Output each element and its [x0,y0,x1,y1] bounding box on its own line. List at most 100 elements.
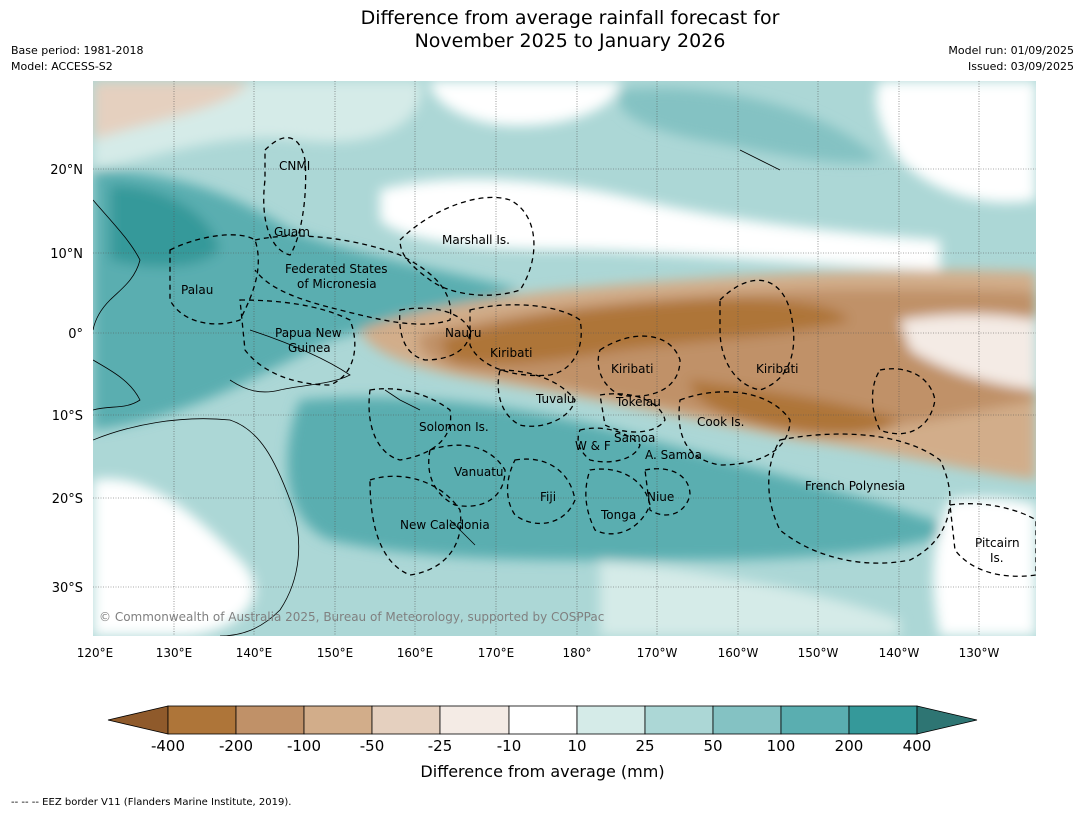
eez-niue [644,468,691,516]
colorbar-swatch [167,705,237,735]
issued-date: Issued: 03/09/2025 [967,60,1074,73]
north-central-neutral-patch [430,81,620,126]
lon-label-170e: 170°E [478,646,515,660]
eez-tonga [585,468,651,535]
colorbar-tick: 400 [902,737,932,755]
colorbar-swatch [848,705,918,735]
model-run: Model run: 01/09/2025 [948,44,1074,57]
colorbar-tick: 25 [635,737,655,755]
title-line-1: Difference from average rainfall forecas… [360,7,780,29]
lat-label-10n: 10°N [50,247,83,262]
lon-label-150w: 150°W [798,646,839,660]
label-tonga: Tonga [600,508,636,522]
label-nauru: Nauru [445,326,481,340]
colorbar-tick: -400 [150,737,186,755]
southwest-neutral-area [93,478,255,636]
label-cnmi: CNMI [279,159,310,173]
north-east-neutral-area [876,81,1036,203]
lon-label-140w: 140°W [879,646,920,660]
lat-label-equator: 0° [68,327,83,342]
lat-label-20s: 20°S [52,492,83,507]
lon-label-130w: 130°W [959,646,1000,660]
eez-footnote: -- -- -- EEZ border V11 (Flanders Marine… [11,797,292,808]
lat-label-20n: 20°N [50,163,83,178]
eez-png [239,299,356,386]
eez-fiji [506,458,576,525]
colorbar-swatch [644,705,714,735]
title-line-2: November 2025 to January 2026 [414,30,726,52]
eez-vanuatu [428,444,506,507]
new-caledonia-coast [449,519,476,546]
label-guam: Guam [274,225,310,239]
eez-kiribati-east [719,279,795,391]
colorbar-swatch [508,705,578,735]
equatorial-dry-core [440,299,850,365]
colorbar-tick: 50 [703,737,723,755]
solomon-islands-coast [384,389,421,411]
eez-tokelau [599,393,666,433]
australia-coast [93,418,300,636]
eez-palau [169,234,259,325]
label-kiribati-west: Kiribati [490,346,532,360]
lon-label-160e: 160°E [397,646,434,660]
north-west-dry-patch [93,81,250,140]
colorbar-right-arrow [916,705,978,735]
meta-left: Base period: 1981-2018 Model: ACCESS-S2 [11,43,143,75]
eez-fsm [254,235,452,325]
lon-label-180: 180° [563,646,592,660]
label-png-line2: Guinea [288,341,331,355]
eez-cnmi-guam [263,137,307,256]
lat-label-30s: 30°S [52,581,83,596]
model-name: Model: ACCESS-S2 [11,60,113,73]
label-palau: Palau [181,283,213,297]
new-guinea-coast [229,329,351,393]
label-png-line1: Papua New [275,326,342,340]
base-period: Base period: 1981-2018 [11,44,144,57]
hawaii-coast [739,149,781,171]
colorbar-tick: 200 [834,737,864,755]
colorbar-swatch [712,705,782,735]
cook-islands-dry-core [690,380,900,436]
label-fsm-line2: of Micronesia [297,277,377,291]
colorbar-tick: 10 [567,737,587,755]
label-kiribati-east: Kiribati [756,362,798,376]
label-new-caledonia: New Caledonia [400,518,490,532]
colorbar-tick: 100 [766,737,796,755]
label-tuvalu: Tuvalu [535,392,575,406]
label-kiribati-central: Kiribati [611,362,653,376]
label-american-samoa: A. Samoa [645,448,702,462]
copyright-text: © Commonwealth of Australia 2025, Bureau… [99,610,604,624]
eez-solomon-islands [368,388,452,461]
label-fsm-line1: Federated States [285,262,387,276]
colorbar-tick: -200 [218,737,254,755]
lon-label-170w: 170°W [637,646,678,660]
south-light-wet [600,560,900,636]
colorbar-swatch [576,705,646,735]
latitude-labels: 20°N 10°N 0° 10°S 20°S 30°S [50,163,83,596]
eez-kiribati-west [469,304,582,377]
colorbar-tick: -50 [359,737,385,755]
eez-line-islands [871,368,936,435]
meta-right: Model run: 01/09/2025 Issued: 03/09/2025 [948,43,1074,75]
lon-label-140e: 140°E [236,646,273,660]
philippines-coast [93,199,141,331]
eez-marshall-islands [399,196,535,296]
colorbar-swatch [780,705,850,735]
label-samoa: Samoa [614,431,655,445]
north-wet-patch [618,88,880,163]
lat-lon-grid [93,81,1036,636]
colorbar-tick: -100 [286,737,322,755]
lon-label-150e: 150°E [317,646,354,660]
colorbar-swatch [235,705,305,735]
eez-kiribati-central [597,335,681,397]
label-wallis-futuna: W & F [575,439,611,453]
southeast-neutral-area [933,497,1036,636]
label-solomon-islands: Solomon Is. [419,420,489,434]
rainfall-anomaly-field: © Commonwealth of Australia 2025, Bureau… [93,81,1036,636]
eez-borders [169,137,1036,577]
eez-tuvalu [497,369,576,427]
colorbar-label: Difference from average (mm) [420,762,665,781]
eez-cook-islands [678,391,791,466]
lon-label-130e: 130°E [156,646,193,660]
